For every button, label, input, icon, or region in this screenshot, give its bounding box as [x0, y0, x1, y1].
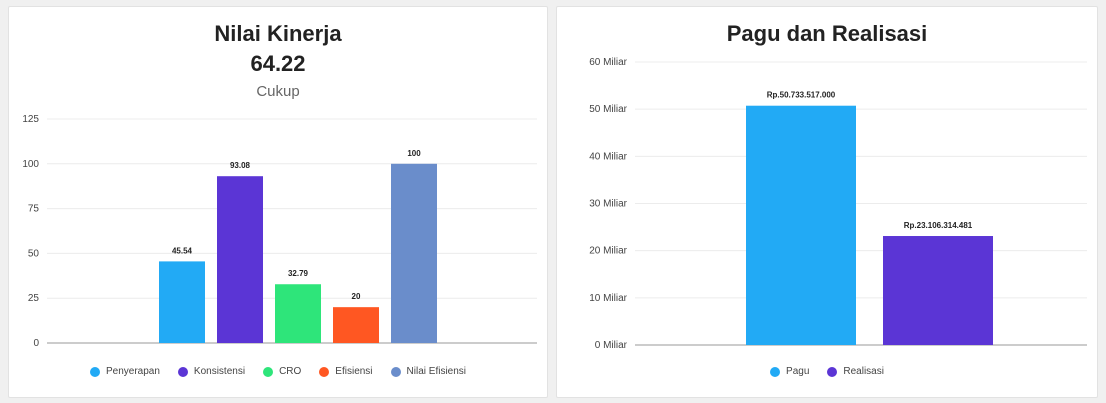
pagu-realisasi-chart: 0 Miliar 10 Miliar 20 Miliar 30 Miliar 40 Mi…: [589, 57, 1087, 351]
chart-legend: Pagu Realisasi: [557, 366, 1097, 377]
legend-item-pagu[interactable]: Pagu: [770, 366, 809, 377]
legend-label: Nilai Efisiensi: [406, 366, 467, 377]
legend-item-penyerapan[interactable]: Penyerapan: [89, 366, 160, 377]
legend-label: Realisasi: [843, 366, 884, 377]
legend-item-efisiensi[interactable]: Efisiensi: [319, 366, 373, 377]
y-tick-label: 20 Miliar: [589, 246, 627, 257]
y-tick-label: 50: [28, 248, 40, 259]
data-label: 32.79: [288, 269, 309, 278]
data-label: Rp.50.733.517.000: [767, 91, 836, 100]
legend-label: CRO: [279, 366, 302, 377]
y-tick-label: 75: [28, 204, 40, 215]
bar-nilai-efisiensi: [391, 163, 437, 343]
y-tick-label: 0: [33, 338, 39, 349]
y-tick-label: 10 Miliar: [589, 293, 627, 304]
y-tick-label: 30 Miliar: [589, 199, 627, 210]
performance-grade: Cukup: [256, 83, 300, 100]
chart-title: Nilai Kinerja: [214, 21, 342, 46]
y-tick-label: 125: [22, 114, 39, 125]
legend-item-realisasi[interactable]: Realisasi: [827, 366, 884, 377]
legend-dot-icon: [770, 366, 781, 377]
bar-cro: [275, 284, 321, 343]
data-label: 45.54: [172, 246, 193, 255]
legend-dot-icon: [177, 366, 188, 377]
bar-realisasi: [883, 236, 993, 345]
nilai-kinerja-chart: 0 25 50 75 100 125 45.54 93.08 32.79 20 100: [22, 114, 537, 349]
legend-dot-icon: [390, 366, 401, 377]
bar-penyerapan: [159, 261, 205, 343]
legend-dot-icon: [263, 366, 274, 377]
performance-score: 64.22: [250, 51, 306, 76]
legend-item-nilai-efisiensi[interactable]: Nilai Efisiensi: [390, 366, 467, 377]
y-tick-label: 40 Miliar: [589, 151, 627, 162]
data-label: Rp.23.106.314.481: [904, 221, 973, 230]
y-tick-label: 60 Miliar: [589, 57, 627, 68]
data-label: 20: [352, 292, 361, 301]
pagu-realisasi-panel: Pagu dan Realisasi 0 Miliar 10 Miliar 20 M…: [556, 6, 1098, 398]
y-tick-label: 50 Miliar: [589, 104, 627, 115]
legend-dot-icon: [89, 366, 100, 377]
legend-label: Konsistensi: [193, 366, 246, 377]
y-tick-label: 100: [22, 159, 39, 170]
legend-label: Pagu: [786, 366, 810, 377]
legend-item-konsistensi[interactable]: Konsistensi: [177, 366, 246, 377]
legend-label: Penyerapan: [105, 366, 160, 377]
nilai-kinerja-panel: Nilai Kinerja 64.22 Cukup 0 25 50 75 100 125 4…: [8, 6, 548, 398]
data-label: 93.08: [230, 161, 251, 170]
data-label: 100: [407, 149, 421, 158]
bar-konsistensi: [217, 176, 263, 343]
y-tick-label: 25: [28, 293, 40, 304]
bar-efisiensi: [333, 307, 379, 343]
chart-title: Pagu dan Realisasi: [726, 21, 928, 46]
legend-label: Efisiensi: [335, 366, 373, 377]
y-tick-label: 0 Miliar: [595, 340, 628, 351]
legend-item-cro[interactable]: CRO: [263, 366, 301, 377]
legend-dot-icon: [319, 366, 330, 377]
legend-dot-icon: [827, 366, 838, 377]
chart-legend: Penyerapan Konsistensi CRO Efisiensi Nilai E…: [9, 366, 547, 377]
bar-pagu: [746, 105, 856, 345]
